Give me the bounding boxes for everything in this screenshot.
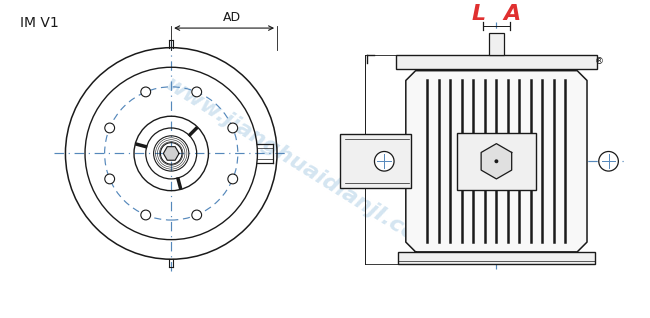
Text: www.jianghuaidianjI.com: www.jianghuaidianjI.com bbox=[161, 74, 439, 258]
Circle shape bbox=[141, 87, 151, 97]
Circle shape bbox=[228, 123, 238, 133]
Circle shape bbox=[495, 159, 499, 163]
Text: IM V1: IM V1 bbox=[20, 16, 59, 30]
Bar bbox=[457, 133, 536, 190]
Circle shape bbox=[599, 151, 618, 171]
Circle shape bbox=[141, 210, 151, 220]
Text: A: A bbox=[504, 4, 521, 24]
Bar bbox=[340, 134, 411, 188]
Text: ®: ® bbox=[595, 57, 604, 66]
Circle shape bbox=[192, 87, 202, 97]
Bar bbox=[396, 55, 597, 69]
Circle shape bbox=[374, 151, 394, 171]
Bar bbox=[489, 33, 504, 55]
Circle shape bbox=[105, 123, 114, 133]
Polygon shape bbox=[163, 147, 179, 160]
Text: L: L bbox=[472, 4, 486, 24]
Circle shape bbox=[105, 174, 114, 184]
Text: AD: AD bbox=[223, 11, 241, 24]
Polygon shape bbox=[481, 144, 512, 179]
Circle shape bbox=[228, 174, 238, 184]
Bar bbox=[398, 252, 595, 264]
Circle shape bbox=[192, 210, 202, 220]
Polygon shape bbox=[406, 71, 587, 252]
